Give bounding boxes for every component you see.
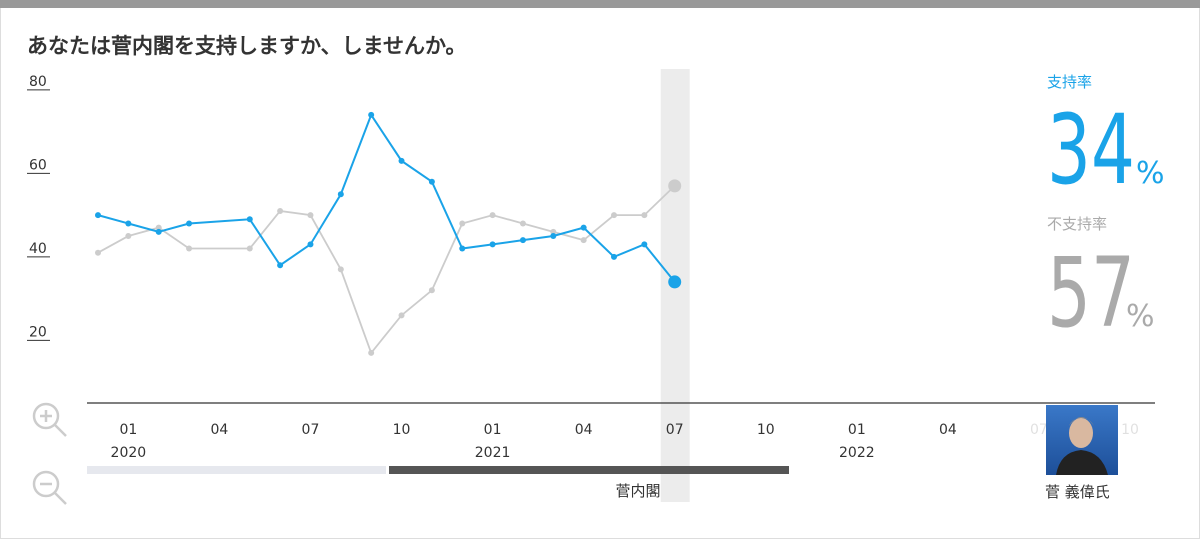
x-tick-label: 01	[119, 422, 137, 438]
data-point	[186, 245, 193, 252]
x-tick-label: 07	[666, 422, 684, 438]
data-point	[459, 245, 466, 252]
support-unit: %	[1136, 156, 1165, 191]
data-point	[580, 224, 587, 231]
data-point	[186, 220, 193, 227]
data-point	[668, 275, 682, 289]
data-point	[277, 262, 284, 269]
data-point	[550, 233, 557, 239]
data-point	[95, 212, 101, 219]
data-point	[368, 349, 375, 356]
y-tick-label: 60	[29, 157, 47, 173]
plot: 2040608001040710010407100104071020202021…	[27, 69, 1139, 502]
data-point	[428, 287, 435, 294]
data-point	[519, 237, 526, 244]
data-point	[125, 233, 132, 239]
cabinet-bar	[389, 466, 789, 474]
oppose-value: 57	[1047, 236, 1135, 348]
photo-caption: 菅 義偉氏	[1045, 483, 1110, 501]
x-tick-label: 04	[939, 422, 957, 438]
x-tick-label: 01	[848, 422, 866, 438]
data-point	[641, 241, 648, 248]
support-value-group: 34	[1047, 93, 1135, 205]
oppose-unit: %	[1126, 299, 1155, 334]
x-tick-label: 04	[210, 422, 228, 438]
zoom-out[interactable]	[32, 470, 67, 505]
support-label: 支持率	[1047, 73, 1092, 91]
data-point	[246, 216, 253, 223]
data-point	[580, 237, 587, 244]
data-point	[307, 212, 314, 219]
top-bar	[0, 0, 1200, 8]
data-point	[398, 157, 405, 164]
chart-title: あなたは菅内閣を支持しますか、しませんか。	[27, 34, 467, 58]
data-point	[337, 266, 344, 273]
data-point	[95, 249, 101, 256]
data-point	[519, 220, 526, 227]
y-tick-label: 20	[29, 324, 47, 340]
x-tick-label: 10	[757, 422, 775, 438]
x-tick-label: 01	[484, 422, 502, 438]
data-point	[307, 241, 314, 248]
x-tick-label: 07	[302, 422, 320, 438]
support-value: 34	[1047, 93, 1135, 205]
data-point	[459, 220, 466, 227]
data-point	[489, 241, 496, 248]
data-point	[155, 228, 162, 235]
data-point	[368, 111, 375, 118]
data-point	[611, 212, 617, 219]
year-label: 2021	[475, 445, 511, 461]
data-point	[337, 191, 344, 198]
cabinet-label: 菅内閣	[615, 482, 660, 500]
x-tick-label: 10	[393, 422, 411, 438]
y-tick-label: 80	[29, 74, 47, 90]
oppose-label: 不支持率	[1047, 215, 1107, 233]
data-point	[125, 220, 132, 227]
data-point	[611, 253, 617, 260]
data-point	[641, 212, 648, 219]
zoom-in[interactable]	[32, 402, 67, 437]
data-point	[668, 179, 682, 193]
data-point	[550, 228, 557, 235]
year-label: 2020	[111, 445, 147, 461]
data-point	[428, 178, 435, 185]
data-point	[489, 212, 496, 219]
y-tick-label: 40	[29, 241, 47, 257]
data-point	[155, 224, 162, 231]
year-label: 2022	[839, 445, 875, 461]
previous-term-bar	[87, 466, 386, 474]
data-point	[398, 312, 405, 319]
oppose-value-group: 57	[1047, 236, 1135, 348]
data-point	[246, 245, 253, 252]
x-tick-label: 04	[575, 422, 593, 438]
photo	[1046, 405, 1118, 475]
data-point	[277, 207, 284, 214]
